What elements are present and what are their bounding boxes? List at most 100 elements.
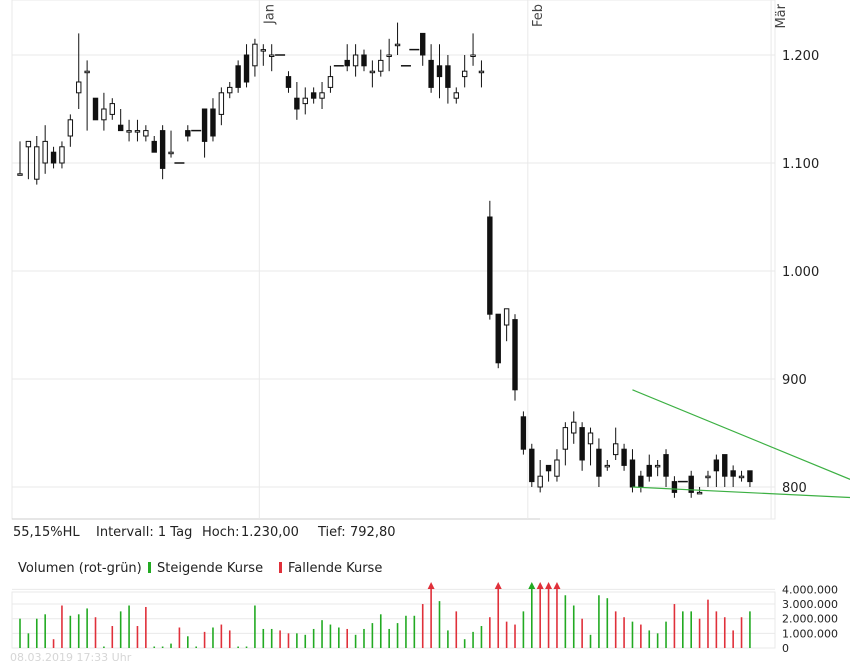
candle-body: [352, 54, 359, 67]
y-tick-label: 1.200: [782, 49, 819, 64]
candle: [235, 60, 241, 93]
candle: [688, 470, 694, 498]
candle: [487, 200, 493, 320]
candle: [445, 55, 451, 104]
candle-body: [143, 130, 149, 137]
candle-body: [688, 475, 694, 493]
candle: [529, 443, 535, 487]
volume-tick-label: 3.000.000: [782, 598, 838, 611]
candle-body: [428, 59, 434, 88]
candle: [579, 422, 585, 471]
candle-body: [84, 70, 90, 74]
candle-body: [344, 59, 350, 67]
candle-body: [646, 464, 652, 477]
candle-body: [235, 65, 241, 88]
candle-body: [269, 54, 275, 57]
candle: [260, 44, 267, 66]
volume-overflow-arrow-icon: [528, 582, 536, 589]
candle-body: [109, 103, 115, 115]
candle-body: [294, 97, 300, 110]
candle-body: [201, 108, 208, 142]
low-value: 792,80: [350, 525, 396, 540]
candle-body: [159, 130, 166, 169]
candle-body: [629, 459, 636, 488]
candle-body: [17, 173, 23, 176]
candle: [201, 108, 208, 158]
candle-body: [495, 313, 501, 364]
volume-bars: [19, 582, 751, 648]
volume-overflow-arrow-icon: [553, 582, 561, 589]
candle-body: [512, 319, 518, 391]
candle: [134, 119, 141, 142]
candle: [638, 470, 644, 493]
candle: [185, 125, 191, 142]
candle-body: [612, 443, 619, 456]
candle-body: [470, 54, 476, 57]
candle-body: [369, 70, 376, 74]
candle-body: [151, 140, 157, 153]
candle-body: [529, 448, 535, 483]
candle-body: [453, 92, 459, 99]
trend-line-resistance: [632, 389, 850, 480]
candle: [436, 44, 443, 99]
volume-frame: [11, 591, 776, 649]
legend-down-swatch: [279, 562, 282, 573]
candle: [269, 44, 275, 72]
candle-body: [134, 130, 141, 133]
candle: [285, 71, 292, 93]
candle: [302, 87, 308, 115]
candle: [537, 460, 543, 493]
candle: [545, 464, 552, 482]
candle: [109, 98, 115, 120]
candle: [621, 443, 627, 471]
candle-body: [50, 151, 57, 164]
candle-body: [671, 481, 678, 493]
candle-body: [327, 76, 334, 88]
candle-body: [227, 86, 233, 94]
candle: [646, 454, 652, 482]
candle: [59, 141, 65, 169]
candle: [143, 125, 149, 142]
candle-body: [562, 427, 569, 450]
candle-body: [705, 475, 711, 479]
candle: [520, 411, 527, 455]
candle-body: [34, 146, 40, 180]
candle-body: [445, 65, 451, 88]
candle-body: [243, 54, 250, 83]
price-y-axis: 800 900 1.000 1.100 1.200: [782, 49, 819, 496]
candle-body: [596, 448, 602, 477]
candle-body: [621, 448, 627, 466]
candle-body: [386, 54, 392, 57]
candle-body: [210, 108, 216, 137]
month-label: Feb: [531, 4, 546, 27]
candle-body: [101, 108, 107, 121]
candle: [151, 136, 157, 153]
candle: [327, 65, 334, 93]
candle: [252, 38, 258, 77]
candle-body: [713, 459, 720, 472]
volume-tick-label: 2.000.000: [782, 613, 838, 626]
y-tick-label: 900: [782, 373, 807, 388]
trend-lines: [632, 389, 850, 499]
candle: [76, 33, 82, 109]
legend-up-swatch: [148, 562, 151, 573]
month-separators: [258, 0, 772, 519]
volume-overflow-arrow-icon: [545, 582, 553, 589]
volume-tick-label: 1.000.000: [782, 627, 838, 640]
volume-title: Volumen (rot-grün): [18, 561, 142, 576]
candle: [420, 32, 426, 66]
candle-body: [25, 140, 32, 148]
candle: [92, 97, 99, 121]
candle: [361, 49, 367, 72]
candle-body: [117, 124, 124, 132]
candle-body: [587, 432, 594, 445]
candle: [453, 87, 459, 104]
candle: [512, 314, 518, 401]
candle: [596, 438, 602, 487]
candle: [705, 470, 711, 487]
candle: [84, 60, 90, 131]
candle: [218, 87, 225, 126]
candle: [612, 427, 619, 460]
candle-body: [579, 427, 585, 461]
